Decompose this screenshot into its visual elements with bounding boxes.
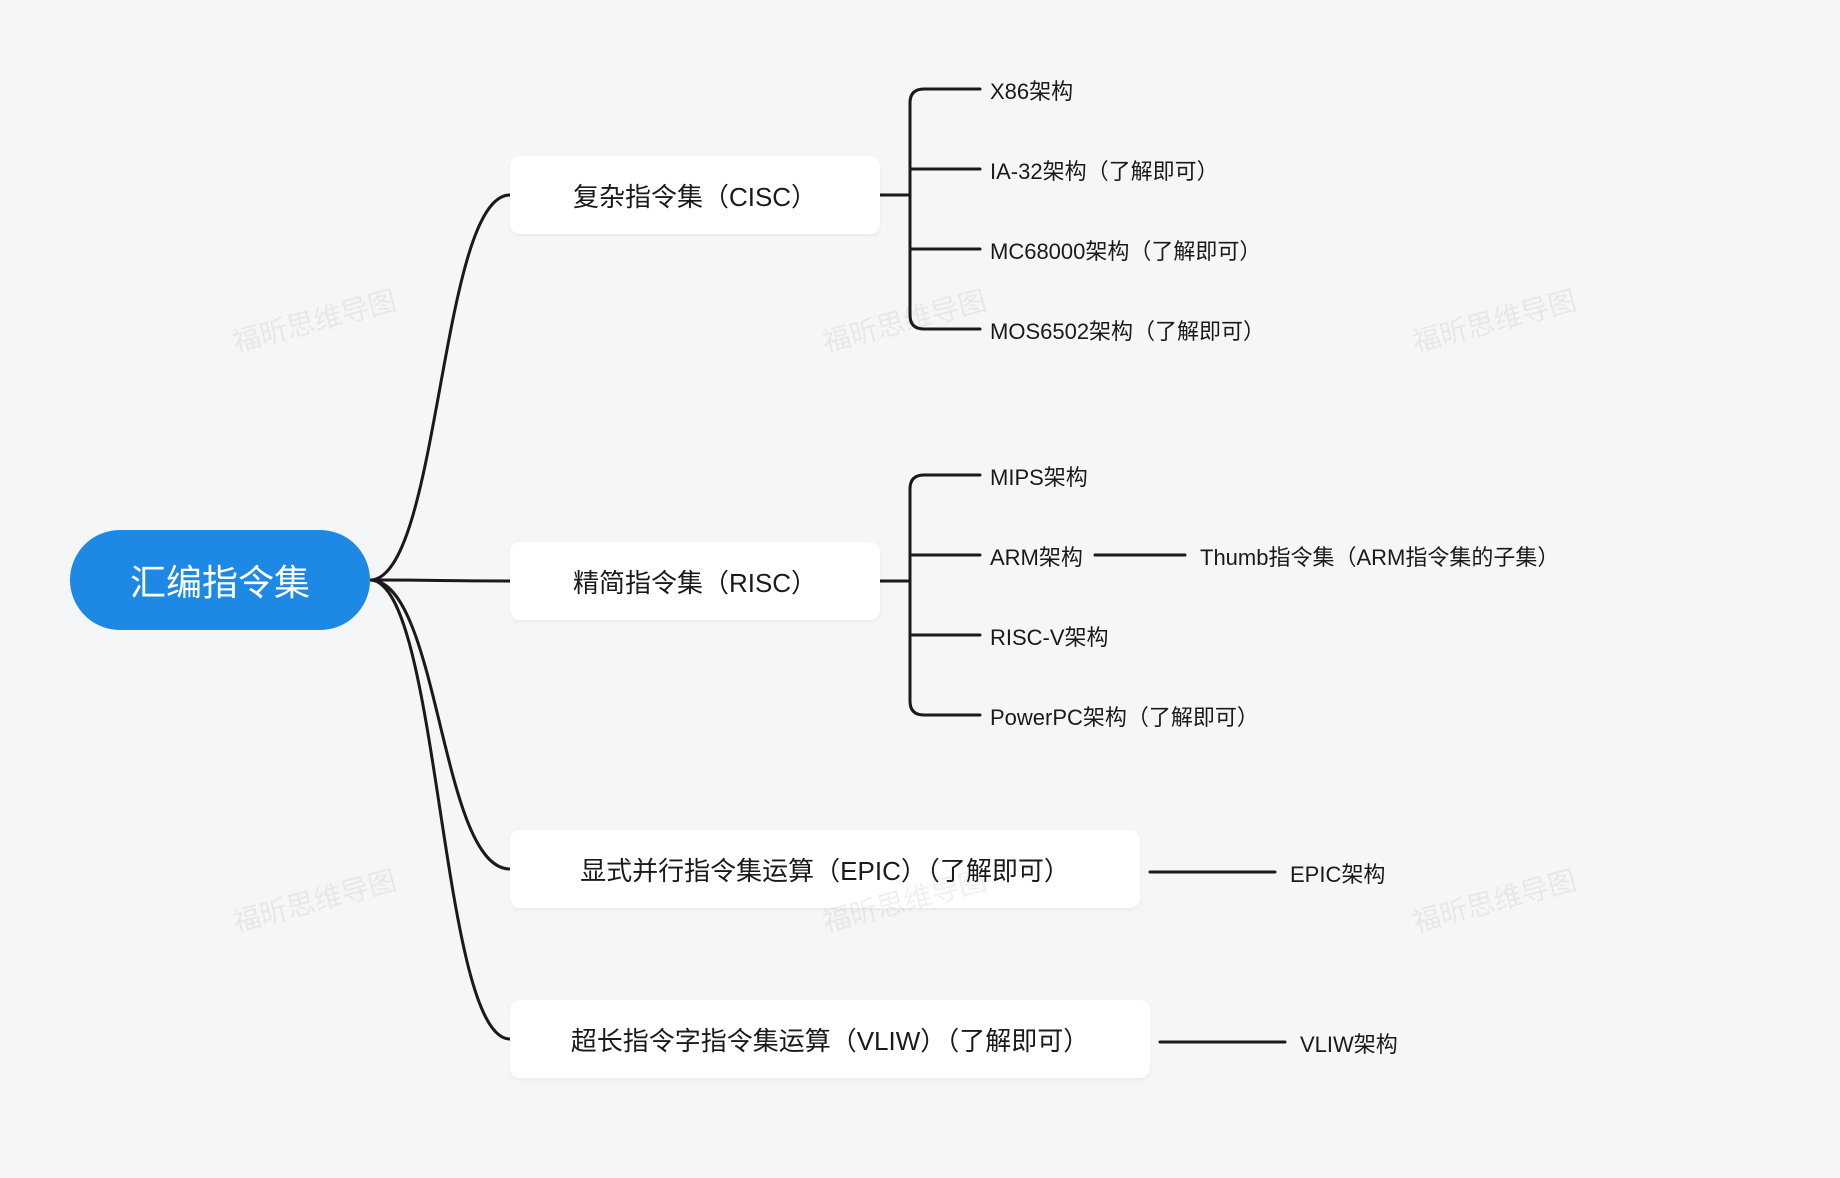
leaf-risc-arm: ARM架构 xyxy=(990,540,1083,572)
root-label: 汇编指令集 xyxy=(130,554,310,606)
leaf-cisc-x86: X86架构 xyxy=(990,74,1073,106)
watermark: 福昕思维导图 xyxy=(228,859,401,941)
node-vliw-label: 超长指令字指令集运算（VLIW）（了解即可） xyxy=(571,1021,1090,1058)
leaf-label: RISC-V架构 xyxy=(990,620,1109,652)
leaf-label: MOS6502架构（了解即可） xyxy=(990,314,1265,346)
leaf-label: VLIW架构 xyxy=(1300,1027,1398,1059)
leaf-risc-riscv: RISC-V架构 xyxy=(990,620,1109,652)
leaf-risc-powerpc: PowerPC架构（了解即可） xyxy=(990,700,1259,732)
leaf-epic-arch: EPIC架构 xyxy=(1290,857,1385,889)
leaf-vliw-arch: VLIW架构 xyxy=(1300,1027,1398,1059)
leaf-risc-mips: MIPS架构 xyxy=(990,460,1088,492)
leaf-cisc-mc68000: MC68000架构（了解即可） xyxy=(990,234,1261,266)
leaf-label: Thumb指令集（ARM指令集的子集） xyxy=(1200,540,1559,572)
root-node: 汇编指令集 xyxy=(70,530,370,630)
watermark: 福昕思维导图 xyxy=(818,279,991,361)
node-risc: 精简指令集（RISC） xyxy=(510,542,880,620)
leaf-label: MIPS架构 xyxy=(990,460,1088,492)
node-cisc-label: 复杂指令集（CISC） xyxy=(573,177,817,214)
leaf-label: X86架构 xyxy=(990,74,1073,106)
node-epic-label: 显式并行指令集运算（EPIC）（了解即可） xyxy=(580,851,1070,888)
leaf-label: IA-32架构（了解即可） xyxy=(990,154,1219,186)
leaf-label: MC68000架构（了解即可） xyxy=(990,234,1261,266)
leaf-label: ARM架构 xyxy=(990,540,1083,572)
leaf-label: EPIC架构 xyxy=(1290,857,1385,889)
leaf-arm-thumb: Thumb指令集（ARM指令集的子集） xyxy=(1200,540,1559,572)
node-vliw: 超长指令字指令集运算（VLIW）（了解即可） xyxy=(510,1000,1150,1078)
watermark: 福昕思维导图 xyxy=(1408,279,1581,361)
leaf-label: PowerPC架构（了解即可） xyxy=(990,700,1259,732)
node-epic: 显式并行指令集运算（EPIC）（了解即可） xyxy=(510,830,1140,908)
node-cisc: 复杂指令集（CISC） xyxy=(510,156,880,234)
leaf-cisc-ia32: IA-32架构（了解即可） xyxy=(990,154,1219,186)
watermark: 福昕思维导图 xyxy=(228,279,401,361)
watermark: 福昕思维导图 xyxy=(1408,859,1581,941)
leaf-cisc-mos6502: MOS6502架构（了解即可） xyxy=(990,314,1265,346)
node-risc-label: 精简指令集（RISC） xyxy=(573,563,817,600)
